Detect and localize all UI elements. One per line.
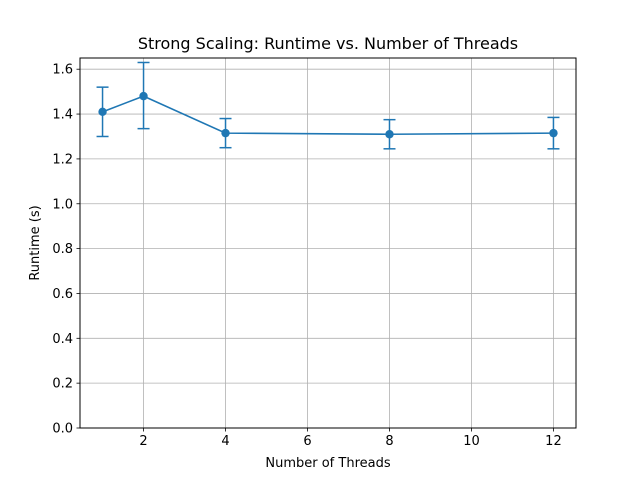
- y-tick-label: 0.4: [52, 332, 73, 347]
- y-tick-label: 0.0: [52, 422, 73, 437]
- y-tick-label: 1.2: [52, 152, 73, 167]
- y-tick-label: 0.2: [52, 377, 73, 392]
- data-point: [98, 107, 107, 117]
- x-tick-label: 2: [139, 434, 147, 449]
- grid: [80, 58, 576, 429]
- x-tick-label: 10: [463, 434, 480, 449]
- data-point: [385, 130, 394, 139]
- ticks: 2 4 6 8 10 12 0.0 0.2 0.4 0.6 0.8 1.0 1.2 1.4 1.6: [52, 63, 561, 449]
- series-layer: [96, 61, 560, 150]
- data-point: [139, 91, 148, 101]
- y-tick-label: 1.4: [52, 108, 73, 123]
- y-axis-label: Runtime (s): [28, 205, 43, 280]
- y-tick-label: 0.8: [52, 242, 73, 257]
- series-line: [102, 95, 554, 136]
- x-tick-label: 12: [545, 434, 562, 449]
- x-tick-label: 6: [303, 434, 311, 449]
- y-tick-label: 1.0: [52, 197, 73, 212]
- data-point: [221, 128, 230, 138]
- x-tick-label: 4: [221, 434, 229, 449]
- y-tick-label: 0.6: [52, 287, 73, 302]
- x-axis-label: Number of Threads: [265, 456, 390, 471]
- x-tick-label: 8: [385, 434, 393, 449]
- y-tick-label: 1.6: [52, 63, 73, 78]
- data-point: [549, 128, 558, 138]
- plot-frame: [79, 57, 577, 429]
- chart-title: Strong Scaling: Runtime vs. Number of Th…: [138, 34, 518, 53]
